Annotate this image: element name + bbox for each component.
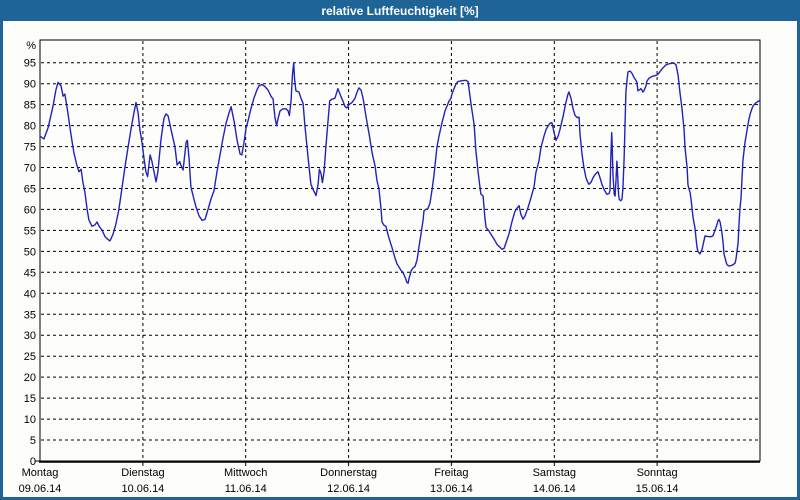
humidity-line — [39, 62, 761, 284]
y-tick-label-60: 60 — [24, 204, 36, 216]
x-date-label-5: 14.06.14 — [533, 483, 576, 495]
y-tick-label-65: 65 — [24, 184, 36, 196]
y-tick-label-10: 10 — [24, 414, 36, 426]
x-weekday-label-3: Donnerstag — [320, 467, 377, 479]
y-tick-label-55: 55 — [24, 225, 36, 237]
x-weekday-label-0: Montag — [22, 467, 59, 479]
y-tick-label-5: 5 — [30, 435, 36, 447]
x-weekday-label-1: Dienstag — [121, 467, 164, 479]
y-tick-label-50: 50 — [24, 246, 36, 258]
y-tick-label-45: 45 — [24, 267, 36, 279]
x-weekday-label-5: Samstag — [533, 467, 576, 479]
y-tick-label-40: 40 — [24, 288, 36, 300]
x-date-label-0: 09.06.14 — [19, 483, 62, 495]
x-date-label-2: 11.06.14 — [225, 483, 267, 495]
plot-border — [35, 39, 761, 463]
y-tick-label-90: 90 — [24, 79, 36, 91]
x-date-label-3: 12.06.14 — [327, 483, 370, 495]
y-tick-label-75: 75 — [24, 142, 36, 154]
chart-title: relative Luftfeuchtigkeit [%] — [321, 3, 479, 18]
chart-content-area — [3, 21, 797, 497]
y-tick-label-20: 20 — [24, 372, 36, 384]
y-tick-label-30: 30 — [24, 330, 36, 342]
y-tick-label-85: 85 — [24, 100, 36, 112]
x-weekday-label-4: Freitag — [434, 467, 468, 479]
humidity-line-group — [39, 62, 761, 284]
y-tick-label-0: 0 — [30, 456, 36, 468]
y-tick-label-95: 95 — [24, 58, 36, 70]
y-tick-label-35: 35 — [24, 309, 36, 321]
y-tick-label-15: 15 — [24, 393, 36, 405]
x-axis-labels: Montag 09.06.14 Dienstag 10.06.14 Mittwoch 11… — [19, 467, 679, 495]
y-tick-label-70: 70 — [24, 163, 36, 175]
y-tick-label-25: 25 — [24, 351, 36, 363]
y-axis-unit-label: % — [26, 40, 36, 52]
x-date-label-1: 10.06.14 — [121, 483, 164, 495]
x-weekday-label-2: Mittwoch — [224, 467, 267, 479]
plot-border-rect — [39, 39, 761, 462]
y-axis-labels: % 0 5 10 15 20 25 30 35 40 45 50 55 60 65 70 75 80 85 90 95 — [24, 40, 36, 468]
y-tick-label-80: 80 — [24, 121, 36, 133]
x-date-label-6: 15.06.14 — [636, 483, 679, 495]
title-bar: relative Luftfeuchtigkeit [%] — [0, 0, 800, 21]
x-weekday-label-6: Sonntag — [637, 467, 678, 479]
x-date-label-4: 13.06.14 — [430, 483, 473, 495]
